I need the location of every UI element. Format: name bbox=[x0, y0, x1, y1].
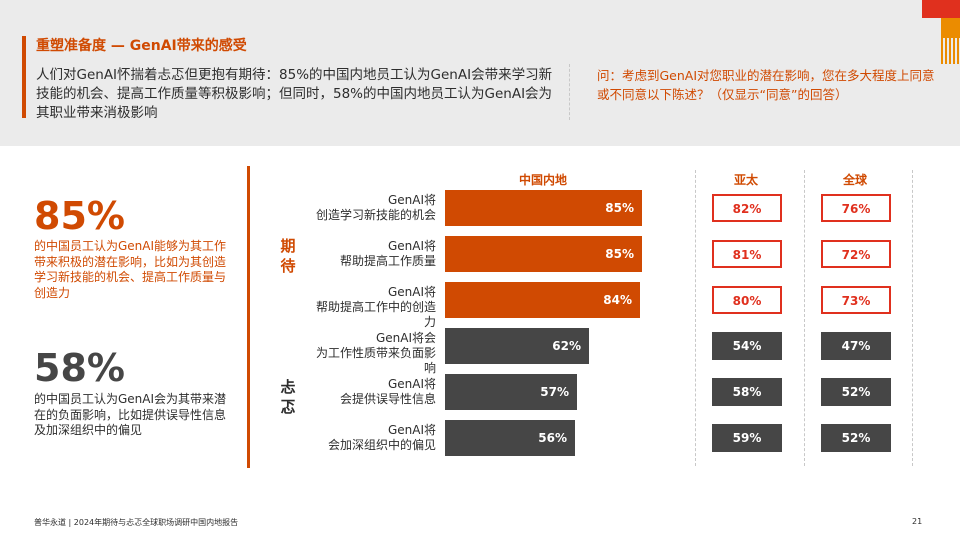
category-label-expectation: 期待 bbox=[280, 237, 296, 275]
value-box-global: 47% bbox=[821, 332, 891, 360]
column-divider-2 bbox=[804, 170, 805, 466]
positive-headline-value: 85% bbox=[34, 194, 125, 238]
column-header-china: 中国内地 bbox=[518, 173, 567, 187]
negative-headline-value: 58% bbox=[34, 346, 125, 390]
row-label: GenAI将 会加深组织中的偏见 bbox=[327, 423, 436, 452]
value-box-apac: 81% bbox=[712, 240, 782, 268]
bar-value-label: 85% bbox=[605, 247, 634, 261]
bar-china: 85% bbox=[445, 190, 642, 226]
row-label: GenAI将会 为工作性质带来负面影响 bbox=[315, 331, 436, 375]
value-box-global: 76% bbox=[821, 194, 891, 222]
bar-china: 57% bbox=[445, 374, 577, 410]
bar-value-label: 84% bbox=[603, 293, 632, 307]
bar-china: 85% bbox=[445, 236, 642, 272]
brand-deco-stripes bbox=[941, 38, 960, 64]
value-box-apac: 54% bbox=[712, 332, 782, 360]
row-label: GenAI将 帮助提高工作质量 bbox=[339, 239, 436, 268]
intro-text: 人们对GenAI怀揣着忐忑但更抱有期待：85%的中国内地员工认为GenAI会带来… bbox=[36, 67, 553, 121]
row-label: GenAI将 帮助提高工作中的创造力 bbox=[315, 285, 436, 329]
page-number: 21 bbox=[912, 517, 923, 526]
value-box-global: 73% bbox=[821, 286, 891, 314]
footer-source: 普华永道 | 2024年期待与忐忑全球职场调研中国内地报告 bbox=[34, 518, 239, 527]
bar-value-label: 62% bbox=[552, 339, 581, 353]
row-label: GenAI将 会提供误导性信息 bbox=[339, 377, 436, 406]
column-divider-1 bbox=[695, 170, 696, 466]
page-title: 重塑准备度 — GenAI带来的感受 bbox=[36, 38, 247, 54]
category-label-anxiety: 忐忑 bbox=[280, 378, 296, 416]
header-panel bbox=[0, 0, 960, 146]
bar-china: 84% bbox=[445, 282, 640, 318]
value-box-global: 52% bbox=[821, 424, 891, 452]
value-box-apac: 80% bbox=[712, 286, 782, 314]
bar-value-label: 56% bbox=[538, 431, 567, 445]
value-box-global: 52% bbox=[821, 378, 891, 406]
value-box-apac: 82% bbox=[712, 194, 782, 222]
value-box-apac: 59% bbox=[712, 424, 782, 452]
value-box-global: 72% bbox=[821, 240, 891, 268]
brand-deco-orange bbox=[941, 18, 960, 38]
column-divider-3 bbox=[912, 170, 913, 466]
bar-value-label: 57% bbox=[540, 385, 569, 399]
column-header-apac: 亚太 bbox=[733, 173, 758, 187]
bar-value-label: 85% bbox=[605, 201, 634, 215]
value-box-apac: 58% bbox=[712, 378, 782, 406]
section-divider bbox=[247, 166, 250, 468]
positive-headline-text: 的中国员工认为GenAI能够为其工作带来积极的潜在影响，比如为其创造学习新技能的… bbox=[34, 239, 227, 300]
title-accent-bar bbox=[22, 36, 26, 118]
header-divider bbox=[569, 64, 570, 120]
bar-china: 62% bbox=[445, 328, 589, 364]
negative-headline-text: 的中国员工认为GenAI会为其带来潜在的负面影响，比如提供误导性信息及加深组织中… bbox=[34, 392, 227, 437]
survey-question: 问：考虑到GenAI对您职业的潜在影响，您在多大程度上同意或不同意以下陈述？（仅… bbox=[597, 68, 935, 102]
row-label: GenAI将 创造学习新技能的机会 bbox=[315, 193, 436, 222]
brand-deco-red bbox=[922, 0, 960, 18]
column-header-global: 全球 bbox=[842, 173, 867, 187]
bar-china: 56% bbox=[445, 420, 575, 456]
